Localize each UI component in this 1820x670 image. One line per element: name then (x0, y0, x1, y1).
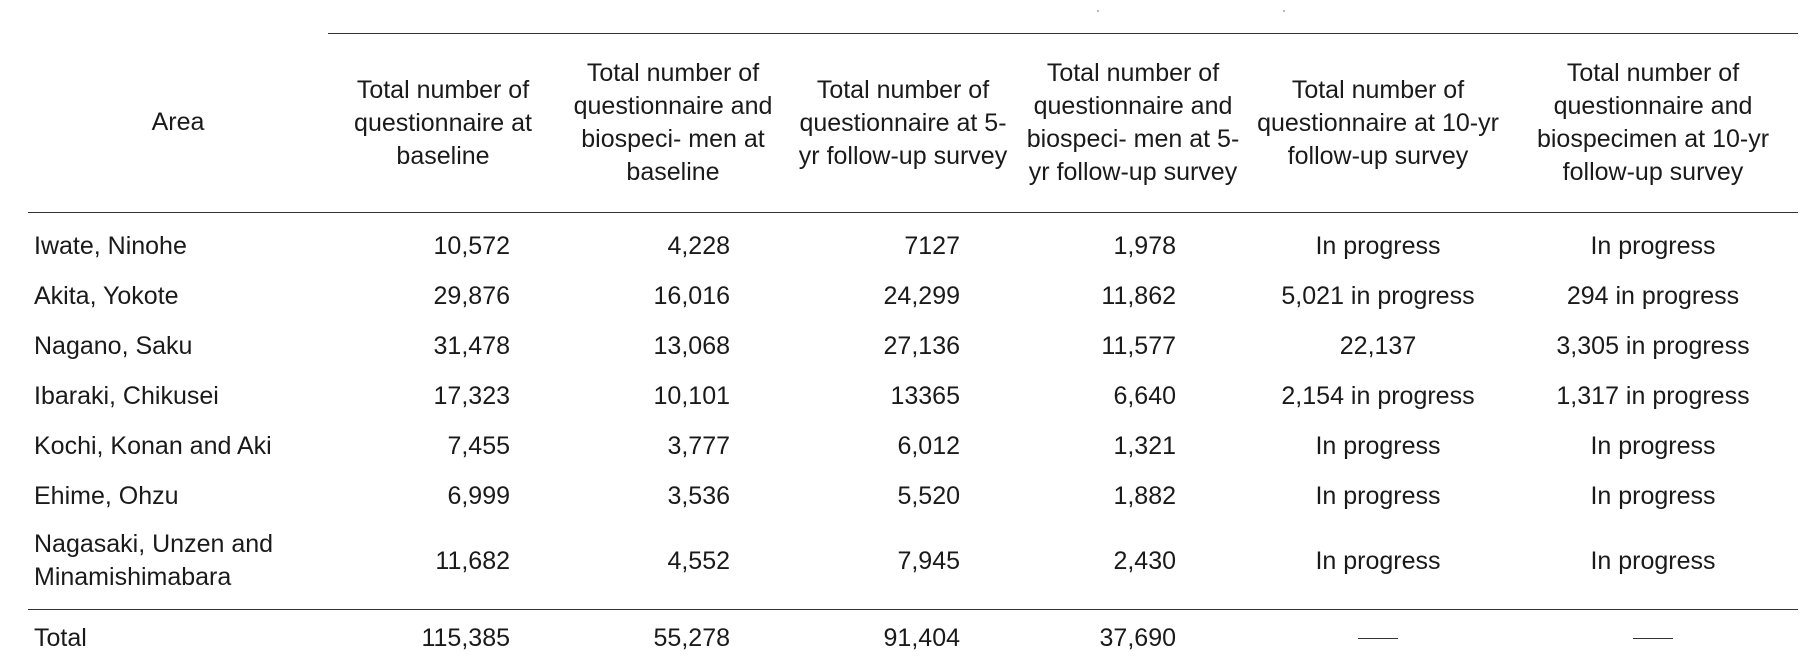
total-value: 115,385 (328, 609, 558, 666)
header-area: Area (28, 33, 328, 213)
cell-area: Nagasaki, Unzen and Minamishimabara (34, 530, 274, 591)
header-10yr-biospecimen: Total number of questionnaire and biospe… (1508, 33, 1798, 213)
cell-value: 31,478 (433, 331, 510, 360)
cell-value: In progress (1590, 546, 1716, 575)
cell-value: In progress (1315, 546, 1441, 575)
cell-value: 11,577 (1101, 331, 1176, 360)
scan-speck (1097, 10, 1099, 12)
cell-value: 294 in progress (1566, 281, 1740, 310)
cell-value: 3,305 in progress (1556, 331, 1750, 360)
cell-value: In progress (1315, 231, 1441, 260)
cohort-table: Area Total number of questionnaire at ba… (28, 33, 1798, 666)
cell-area: Iwate, Ninohe (34, 231, 187, 260)
cell-value: In progress (1590, 431, 1716, 460)
header-5yr-questionnaire: Total number of questionnaire at 5-yr fo… (788, 33, 1018, 213)
cell-value: 1,978 (1113, 231, 1176, 260)
table-row: Ehime, Ohzu 6,999 3,536 5,520 1,882 In p… (28, 471, 1798, 521)
cell-value: 4,552 (667, 546, 730, 575)
total-empty-cell (1248, 609, 1508, 666)
cell-value: In progress (1590, 481, 1716, 510)
table-row: Nagano, Saku 31,478 13,068 27,136 11,577… (28, 321, 1798, 371)
header-row: Area Total number of questionnaire at ba… (28, 33, 1798, 213)
header-baseline-biospecimen: Total number of questionnaire and biospe… (558, 33, 788, 213)
cell-value: In progress (1590, 231, 1716, 260)
cell-value: 1,317 in progress (1556, 381, 1750, 410)
total-row: Total 115,385 55,278 91,404 37,690 (28, 609, 1798, 666)
cell-value: 27,136 (883, 331, 960, 360)
table-row: Ibaraki, Chikusei 17,323 10,101 13365 6,… (28, 371, 1798, 421)
cell-value: 13,068 (653, 331, 730, 360)
total-empty-cell (1508, 609, 1798, 666)
cell-value: 22,137 (1339, 331, 1417, 360)
cell-value: 1,882 (1113, 481, 1176, 510)
cell-value: 4,228 (667, 231, 730, 260)
cell-area: Kochi, Konan and Aki (34, 431, 272, 460)
cell-value: 6,640 (1113, 381, 1176, 410)
cell-value: 16,016 (653, 281, 730, 310)
table-row: Kochi, Konan and Aki 7,455 3,777 6,012 1… (28, 421, 1798, 471)
cell-value: 7,945 (897, 546, 960, 575)
header-5yr-biospecimen: Total number of questionnaire and biospe… (1018, 33, 1248, 213)
table-row: Akita, Yokote 29,876 16,016 24,299 11,86… (28, 271, 1798, 321)
total-value: 55,278 (558, 609, 788, 666)
cell-area: Akita, Yokote (34, 281, 179, 310)
cell-value: 1,321 (1113, 431, 1176, 460)
cell-value: 11,682 (435, 546, 510, 575)
cell-value: 2,430 (1113, 546, 1176, 575)
cell-value: 3,536 (667, 481, 730, 510)
total-value: 91,404 (788, 609, 1018, 666)
cell-value: 7,455 (447, 431, 510, 460)
cell-value: 11,862 (1101, 281, 1176, 310)
cell-value: In progress (1315, 431, 1441, 460)
cell-value: 24,299 (883, 281, 960, 310)
header-10yr-questionnaire: Total number of questionnaire at 10-yr f… (1248, 33, 1508, 213)
table-row: Iwate, Ninohe 10,572 4,228 7127 1,978 In… (28, 213, 1798, 272)
cell-value: In progress (1315, 481, 1441, 510)
cell-area: Ehime, Ohzu (34, 481, 179, 510)
header-baseline-questionnaire: Total number of questionnaire at baselin… (328, 33, 558, 213)
dash-line (1358, 638, 1398, 640)
cell-value: 13365 (890, 381, 960, 410)
dash-line (1633, 638, 1673, 640)
cell-area: Nagano, Saku (34, 331, 193, 360)
cell-value: 5,520 (897, 481, 960, 510)
cell-value: 10,101 (653, 381, 730, 410)
cell-value: 29,876 (433, 281, 510, 310)
cell-value: 7127 (904, 231, 960, 260)
cell-value: 3,777 (667, 431, 730, 460)
cell-value: 17,323 (433, 381, 510, 410)
cell-value: 6,012 (897, 431, 960, 460)
cell-value: 10,572 (433, 231, 510, 260)
cell-value: 5,021 in progress (1281, 281, 1475, 310)
total-label: Total (28, 609, 328, 666)
cell-area: Ibaraki, Chikusei (34, 381, 219, 410)
cell-value: 2,154 in progress (1281, 381, 1475, 410)
table-row: Nagasaki, Unzen and Minamishimabara 11,6… (28, 521, 1798, 610)
cell-value: 6,999 (447, 481, 510, 510)
total-value: 37,690 (1018, 609, 1248, 666)
scan-speck (1283, 10, 1285, 12)
